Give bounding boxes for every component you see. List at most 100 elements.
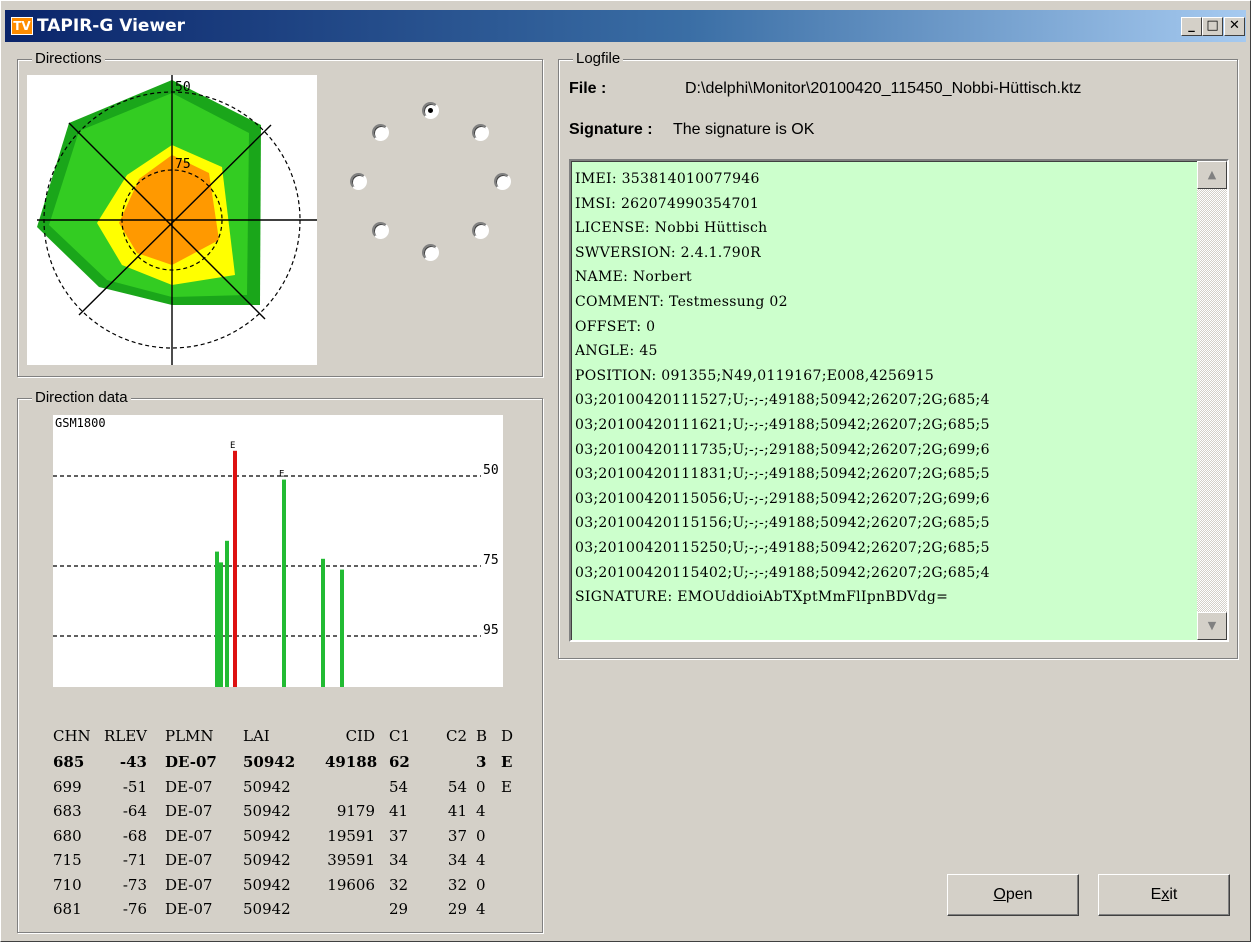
table-cell: DE-07 [165, 826, 213, 845]
direction-radio-s[interactable] [422, 244, 439, 261]
polar-plot: 50 75 [27, 75, 317, 365]
logfile-line: 03;20100420115250;U;-;-;49188;50942;2620… [575, 539, 990, 556]
table-cell: 715 [53, 851, 82, 869]
logfile-line: COMMENT: Testmessung 02 [575, 293, 788, 310]
logfile-line: ANGLE: 45 [575, 343, 658, 360]
table-cell: 50942 [243, 777, 291, 796]
table-cell: 4 [476, 900, 486, 918]
table-cell: 37 [447, 826, 467, 845]
direction-radio-sw[interactable] [372, 222, 389, 239]
table-row: 699 -51 DE-07 50942 54 54 0 E [53, 778, 523, 800]
table-row: 681 -76 DE-07 50942 29 29 4 [53, 900, 523, 922]
table-cell: -43 [119, 753, 147, 771]
exit-button[interactable]: Exit [1098, 874, 1230, 916]
table-cell: DE-07 [165, 900, 213, 918]
table-cell: 54 [447, 777, 467, 796]
logfile-line: 03;20100420111735;U;-;-;29188;50942;2620… [575, 441, 990, 458]
maximize-button[interactable]: □ [1202, 17, 1223, 36]
table-cell: 0 [476, 777, 486, 796]
table-cell: 41 [389, 802, 409, 820]
signal-chart-svg: GSM1800 50 75 95 E E [53, 416, 499, 687]
table-cell: -71 [122, 851, 147, 869]
signature-status: The signature is OK [673, 121, 815, 138]
table-cell: CID [345, 727, 375, 745]
open-button[interactable]: Open [947, 874, 1079, 916]
table-cell: DE-07 [165, 777, 213, 796]
polar-axis-d1 [68, 122, 266, 320]
scroll-up-icon[interactable]: ▲ [1197, 161, 1227, 189]
chart-band-label: GSM1800 [55, 416, 106, 430]
table-row: 715 -71 DE-07 50942 39591 34 34 4 [53, 851, 523, 873]
polar-label-75: 75 [175, 157, 191, 172]
table-cell: 49188 [325, 753, 378, 771]
logfile-group-label: Logfile [573, 50, 624, 68]
close-button[interactable]: ✕ [1224, 17, 1245, 36]
chart-tick-label: 75 [483, 553, 499, 568]
table-cell: -64 [122, 802, 147, 820]
table-cell: 19606 [327, 875, 375, 894]
direction-radio-w[interactable] [350, 173, 367, 190]
chart-tick-label: 95 [483, 623, 499, 638]
direction-radio-n[interactable] [422, 102, 439, 119]
table-cell: D [501, 727, 514, 745]
logfile-scrollbar[interactable]: ▲ ▼ [1197, 161, 1227, 640]
logfile-line: 03;20100420115402;U;-;-;49188;50942;2620… [575, 564, 990, 581]
direction-data-group-label: Direction data [32, 389, 131, 407]
table-cell: 50942 [243, 802, 291, 820]
chart-bar [215, 551, 219, 687]
table-cell: 4 [476, 851, 486, 869]
table-cell: 39591 [327, 851, 375, 869]
logfile-line: NAME: Norbert [575, 269, 692, 286]
table-cell: 685 [53, 753, 85, 771]
chart-bar [233, 450, 237, 687]
polar-area-orange [119, 155, 219, 265]
direction-radio-nw[interactable] [372, 124, 389, 141]
title-bar[interactable]: TV TAPIR-G Viewer _ □ ✕ [5, 10, 1246, 42]
table-cell: DE-07 [165, 802, 213, 820]
table-cell: 34 [447, 851, 467, 869]
logfile-line: OFFSET: 0 [575, 318, 656, 335]
scroll-down-icon[interactable]: ▼ [1197, 612, 1227, 640]
table-cell: -68 [122, 826, 147, 845]
table-cell: 62 [389, 753, 410, 771]
chart-bar [219, 562, 223, 687]
table-cell: 50942 [243, 900, 291, 918]
logfile-line: SWVERSION: 2.4.1.790R [575, 244, 762, 261]
table-cell: 29 [389, 900, 409, 918]
table-cell: 683 [53, 802, 82, 820]
logfile-content[interactable]: IMEI: 353814010077946 IMSI: 2620749903547… [569, 159, 1229, 642]
signature-label: Signature : [569, 121, 653, 138]
table-cell: -51 [122, 777, 147, 796]
directions-group-label: Directions [32, 50, 105, 68]
table-cell: 41 [447, 802, 467, 820]
table-cell: 50942 [243, 826, 291, 845]
file-label: File : [569, 80, 607, 97]
radio-selected-dot [428, 108, 433, 113]
direction-radio-e[interactable] [494, 173, 511, 190]
table-cell: 50942 [243, 851, 291, 869]
table-cell: C1 [389, 727, 411, 745]
table-cell: CHN [53, 727, 91, 745]
logfile-line: 03;20100420111621;U;-;-;49188;50942;2620… [575, 416, 990, 433]
table-cell: 32 [389, 875, 409, 894]
table-cell: 0 [476, 826, 486, 845]
minimize-button[interactable]: _ [1181, 17, 1202, 36]
direction-radio-se[interactable] [472, 222, 489, 239]
table-cell: 4 [476, 802, 486, 820]
direction-data-group: Direction data [17, 389, 543, 933]
table-row: 710 -73 DE-07 50942 19606 32 32 0 [53, 876, 523, 898]
direction-radio-ne[interactable] [472, 124, 489, 141]
open-button-label: Open [993, 886, 1033, 903]
chart-bar [225, 540, 229, 687]
logfile-line: 03;20100420111527;U;-;-;49188;50942;2620… [575, 392, 990, 409]
table-cell: 32 [447, 875, 467, 894]
table-cell: E [501, 777, 512, 796]
table-header: CHN RLEV PLMN LAI CID C1 C2 B D [53, 727, 523, 749]
chart-bar-mark: E [279, 470, 284, 480]
chart-bar [282, 479, 286, 687]
polar-label-50: 50 [175, 80, 191, 95]
chart-bar [340, 569, 344, 687]
table-cell: 0 [476, 875, 486, 894]
table-cell: 699 [53, 777, 82, 796]
